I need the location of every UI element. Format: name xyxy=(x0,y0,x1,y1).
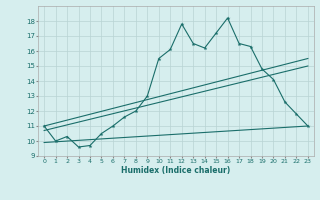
X-axis label: Humidex (Indice chaleur): Humidex (Indice chaleur) xyxy=(121,166,231,175)
